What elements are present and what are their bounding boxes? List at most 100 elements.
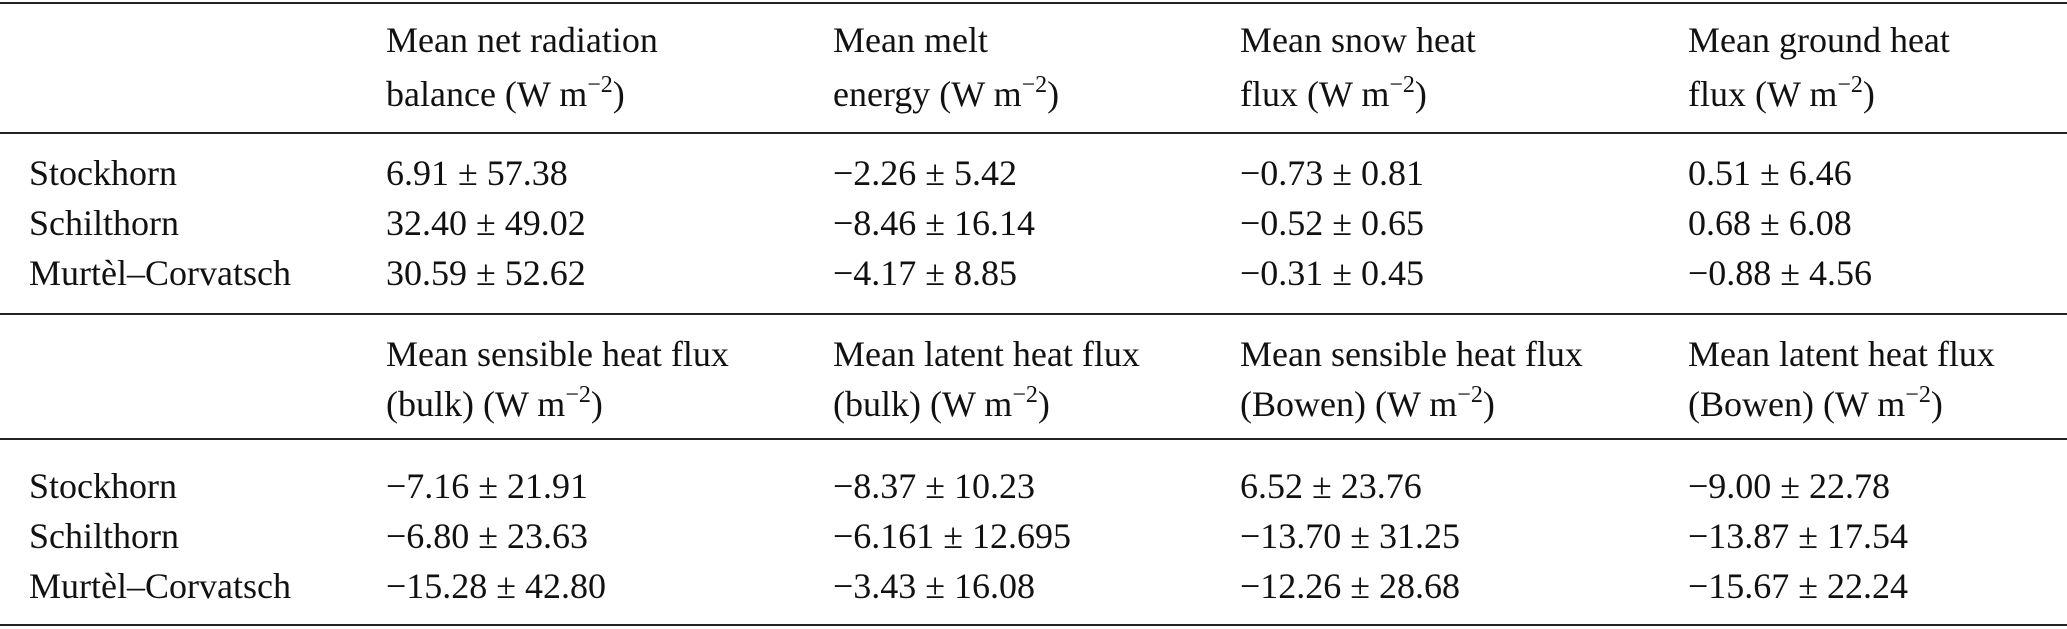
mean-std-value: 0.68 ± 6.08 [1688, 203, 1852, 243]
mean-std-value: 32.40 ± 49.02 [386, 203, 586, 243]
site-name: Murtèl–Corvatsch [29, 253, 291, 293]
column-header-line1: Mean snow heat [1240, 22, 1476, 58]
unit-text: (W m [1822, 384, 1906, 424]
table-cell-value: 30.59 ± 52.62 [386, 255, 586, 291]
mean-std-value: −0.88 ± 4.56 [1688, 253, 1873, 293]
mean-std-value: −13.87 ± 17.54 [1688, 516, 1909, 556]
mean-std-value: −0.31 ± 0.45 [1240, 253, 1425, 293]
column-header-text: Mean sensible heat flux [1240, 334, 1583, 374]
table-cell-value: −3.43 ± 16.08 [833, 568, 1035, 604]
column-header-text: Mean snow heat [1240, 20, 1476, 60]
column-header-text: Mean ground heat [1688, 20, 1950, 60]
unit-exponent: −2 [565, 382, 591, 408]
table-cell-value: −8.46 ± 16.14 [833, 205, 1035, 241]
unit-text: (W m [939, 74, 1022, 114]
table-cell-value: −4.17 ± 8.85 [833, 255, 1017, 291]
column-header-line2: (bulk) (W m−2) [386, 383, 603, 424]
header-rule-2 [0, 438, 2067, 440]
column-header-text: (bulk) [386, 384, 483, 424]
unit-close: ) [1482, 384, 1495, 424]
unit-exponent: −2 [1012, 382, 1038, 408]
unit-text: (W m [929, 384, 1013, 424]
unit-close: ) [612, 74, 625, 114]
mean-std-value: −15.28 ± 42.80 [386, 566, 607, 606]
mean-std-value: −0.52 ± 0.65 [1240, 203, 1425, 243]
row-site-label: Stockhorn [29, 155, 177, 191]
column-header-line2: energy (W m−2) [833, 73, 1060, 114]
mean-std-value: −13.70 ± 31.25 [1240, 516, 1461, 556]
unit-close: ) [590, 384, 603, 424]
section-rule [0, 313, 2067, 315]
unit-close: ) [1414, 74, 1427, 114]
table-cell-value: 0.68 ± 6.08 [1688, 205, 1852, 241]
mean-std-value: −4.17 ± 8.85 [833, 253, 1018, 293]
unit-close: ) [1047, 74, 1060, 114]
mean-std-value: −6.161 ± 12.695 [833, 516, 1072, 556]
table-cell-value: −2.26 ± 5.42 [833, 155, 1017, 191]
column-header-text: Mean latent heat flux [833, 334, 1140, 374]
table-cell-value: 6.91 ± 57.38 [386, 155, 568, 191]
mean-std-value: 6.91 ± 57.38 [386, 153, 568, 193]
unit-exponent: −2 [1021, 72, 1048, 98]
unit-exponent: −2 [1457, 382, 1483, 408]
site-name: Schilthorn [29, 516, 179, 556]
column-header-text: flux [1240, 74, 1307, 114]
mean-std-value: −8.46 ± 16.14 [833, 203, 1036, 243]
mean-std-value: 30.59 ± 52.62 [386, 253, 586, 293]
row-site-label: Murtèl–Corvatsch [29, 568, 291, 604]
column-header-line2: (Bowen) (W m−2) [1688, 383, 1943, 424]
table-cell-value: 0.51 ± 6.46 [1688, 155, 1852, 191]
table-cell-value: −9.00 ± 22.78 [1688, 468, 1890, 504]
column-header-text: flux [1688, 74, 1755, 114]
table-cell-value: 32.40 ± 49.02 [386, 205, 586, 241]
site-name: Stockhorn [29, 466, 177, 506]
column-header-text: (Bowen) [1240, 384, 1375, 424]
unit-exponent: −2 [1837, 72, 1863, 98]
column-header-line1: Mean ground heat [1688, 22, 1950, 58]
column-header-line1: Mean sensible heat flux [1240, 336, 1583, 372]
unit-close: ) [1037, 384, 1050, 424]
table-cell-value: −6.161 ± 12.695 [833, 518, 1071, 554]
column-header-text: Mean sensible heat flux [386, 334, 729, 374]
row-site-label: Schilthorn [29, 205, 179, 241]
table-cell-value: −13.87 ± 17.54 [1688, 518, 1908, 554]
mean-std-value: −12.26 ± 28.68 [1240, 566, 1461, 606]
mean-std-value: −15.67 ± 22.24 [1688, 566, 1909, 606]
column-header-text: balance [386, 74, 505, 114]
unit-text: (W m [482, 384, 566, 424]
column-header-line2: (bulk) (W m−2) [833, 383, 1050, 424]
table-cell-value: 6.52 ± 23.76 [1240, 468, 1422, 504]
unit-close: ) [1930, 384, 1943, 424]
unit-close: ) [1862, 74, 1875, 114]
mean-std-value: 0.51 ± 6.46 [1688, 153, 1852, 193]
unit-exponent: −2 [1905, 382, 1931, 408]
row-site-label: Stockhorn [29, 468, 177, 504]
column-header-text: Mean net radiation [386, 20, 658, 60]
table-cell-value: −6.80 ± 23.63 [386, 518, 588, 554]
table-cell-value: −0.52 ± 0.65 [1240, 205, 1424, 241]
unit-text: (W m [504, 74, 588, 114]
header-rule-1 [0, 132, 2067, 134]
mean-std-value: −3.43 ± 16.08 [833, 566, 1036, 606]
mean-std-value: −2.26 ± 5.42 [833, 153, 1018, 193]
table-cell-value: −12.26 ± 28.68 [1240, 568, 1460, 604]
table-cell-value: −0.73 ± 0.81 [1240, 155, 1424, 191]
column-header-line2: balance (W m−2) [386, 73, 625, 114]
column-header-line1: Mean net radiation [386, 22, 658, 58]
column-header-line1: Mean latent heat flux [833, 336, 1140, 372]
column-header-line2: (Bowen) (W m−2) [1240, 383, 1495, 424]
unit-text: (W m [1374, 384, 1458, 424]
column-header-text: Mean melt [833, 20, 988, 60]
column-header-line2: flux (W m−2) [1240, 73, 1427, 114]
top-rule [0, 2, 2067, 4]
column-header-text: Mean latent heat flux [1688, 334, 1995, 374]
column-header-text: energy [833, 74, 940, 114]
site-name: Schilthorn [29, 203, 179, 243]
table-cell-value: −8.37 ± 10.23 [833, 468, 1035, 504]
unit-text: (W m [1307, 74, 1390, 114]
unit-exponent: −2 [1389, 72, 1415, 98]
table-cell-value: −0.88 ± 4.56 [1688, 255, 1872, 291]
site-name: Stockhorn [29, 153, 177, 193]
bottom-rule [0, 624, 2067, 626]
column-header-text: (Bowen) [1688, 384, 1823, 424]
